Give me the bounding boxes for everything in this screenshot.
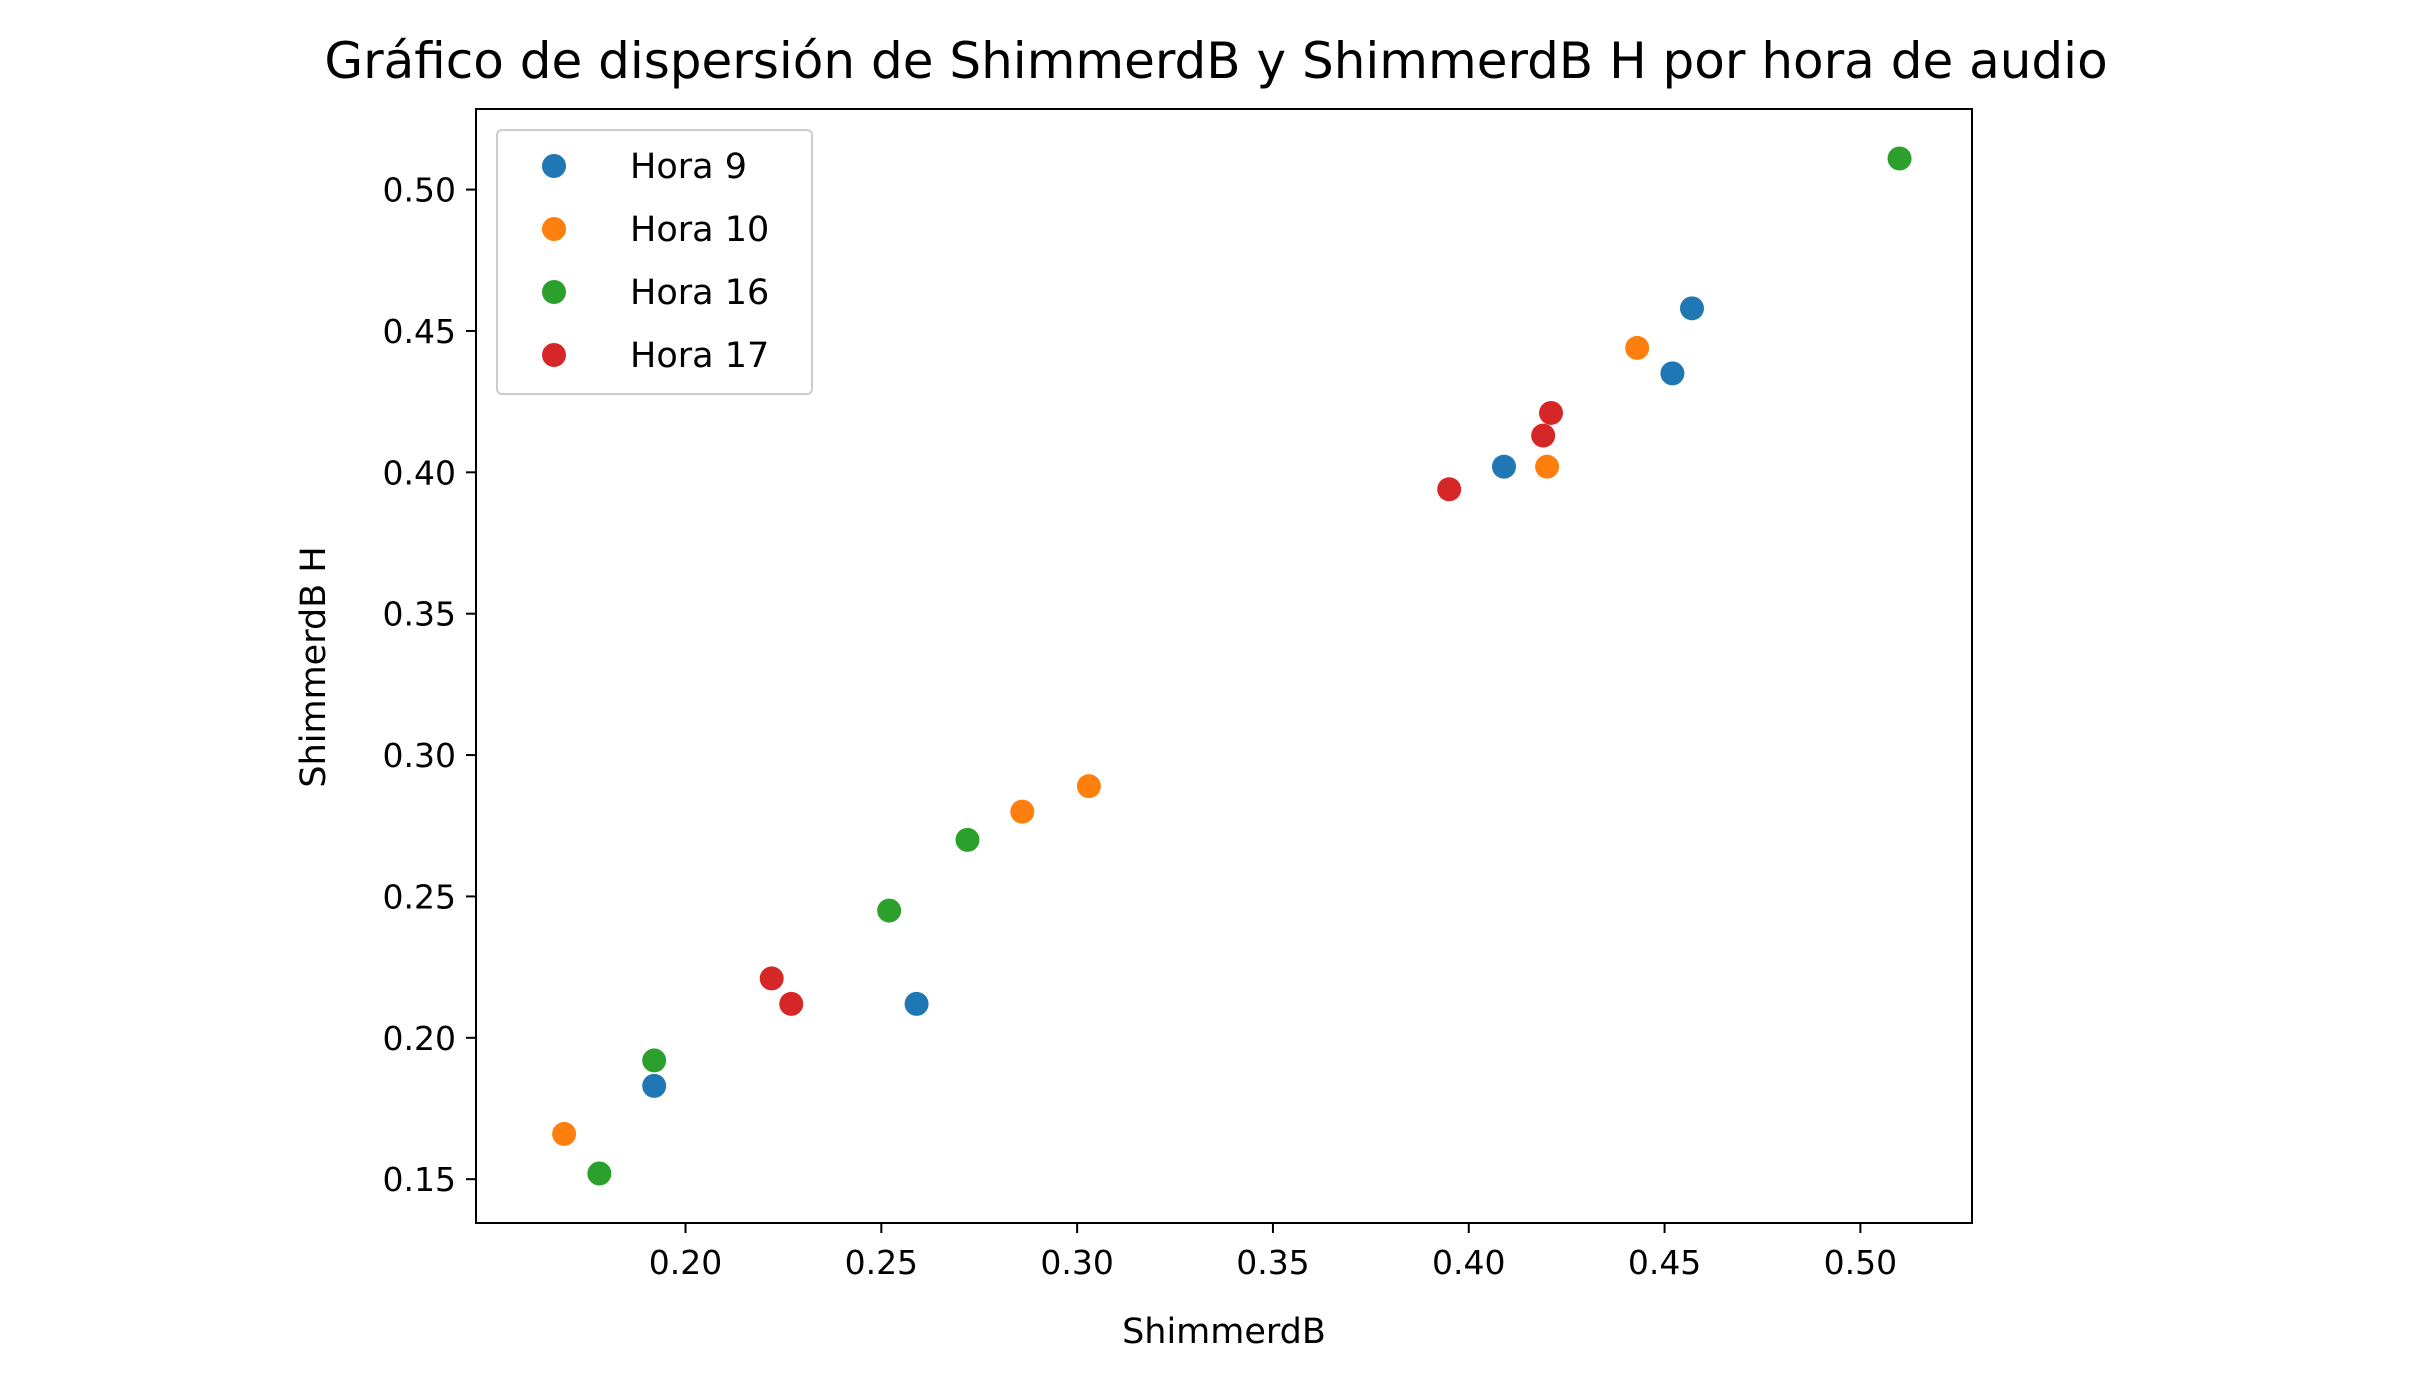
legend: Hora 9 Hora 10 Hora 16 Hora 17 <box>496 129 813 395</box>
chart-title: Gráfico de dispersión de ShimmerdB y Shi… <box>324 32 2107 90</box>
data-point-series-3 <box>1531 423 1556 448</box>
data-point-series-1 <box>552 1121 577 1146</box>
data-point-series-0 <box>1492 454 1517 479</box>
data-point-series-0 <box>1679 296 1704 321</box>
data-point-series-2 <box>955 827 980 852</box>
legend-label: Hora 17 <box>630 336 769 376</box>
data-point-series-3 <box>1539 400 1564 425</box>
x-tick-label: 0.30 <box>1040 1243 1113 1282</box>
legend-box <box>496 129 813 395</box>
data-point-series-2 <box>877 898 902 923</box>
y-tick-label: 0.50 <box>383 171 456 210</box>
data-points <box>552 146 1912 1186</box>
x-tick-label: 0.35 <box>1236 1243 1309 1282</box>
legend-label: Hora 9 <box>630 147 747 187</box>
data-point-series-2 <box>1887 146 1912 171</box>
x-tick-label: 0.20 <box>649 1243 722 1282</box>
x-axis: 0.20 0.25 0.30 0.35 0.40 0.45 0.50 <box>649 1223 1897 1282</box>
y-axis-label: ShimmerdB H <box>294 546 334 787</box>
data-point-series-0 <box>904 991 929 1016</box>
data-point-series-1 <box>1625 335 1650 360</box>
data-point-series-3 <box>759 966 784 991</box>
y-axis: 0.15 0.20 0.25 0.30 0.35 0.40 0.45 0.50 <box>383 171 476 1199</box>
legend-label: Hora 10 <box>630 210 769 250</box>
y-tick-label: 0.35 <box>383 595 456 634</box>
data-point-series-3 <box>779 991 804 1016</box>
y-tick-label: 0.15 <box>383 1160 456 1199</box>
x-tick-label: 0.40 <box>1432 1243 1505 1282</box>
data-point-series-1 <box>1010 799 1035 824</box>
data-point-series-1 <box>1535 454 1560 479</box>
legend-marker <box>542 217 566 241</box>
y-tick-label: 0.40 <box>383 453 456 492</box>
data-point-series-2 <box>642 1048 667 1073</box>
legend-marker <box>542 280 566 304</box>
data-point-series-2 <box>587 1161 612 1186</box>
data-point-series-3 <box>1437 477 1462 502</box>
data-point-series-1 <box>1076 774 1101 799</box>
x-tick-label: 0.25 <box>845 1243 918 1282</box>
y-tick-label: 0.20 <box>383 1019 456 1058</box>
data-point-series-0 <box>642 1073 667 1098</box>
data-point-series-0 <box>1660 361 1685 386</box>
legend-marker <box>542 343 566 367</box>
x-axis-label: ShimmerdB <box>1122 1312 1326 1352</box>
x-tick-label: 0.50 <box>1824 1243 1897 1282</box>
legend-marker <box>542 154 566 178</box>
y-tick-label: 0.25 <box>383 877 456 916</box>
y-tick-label: 0.45 <box>383 312 456 351</box>
y-tick-label: 0.30 <box>383 736 456 775</box>
legend-label: Hora 16 <box>630 273 769 313</box>
x-tick-label: 0.45 <box>1628 1243 1701 1282</box>
